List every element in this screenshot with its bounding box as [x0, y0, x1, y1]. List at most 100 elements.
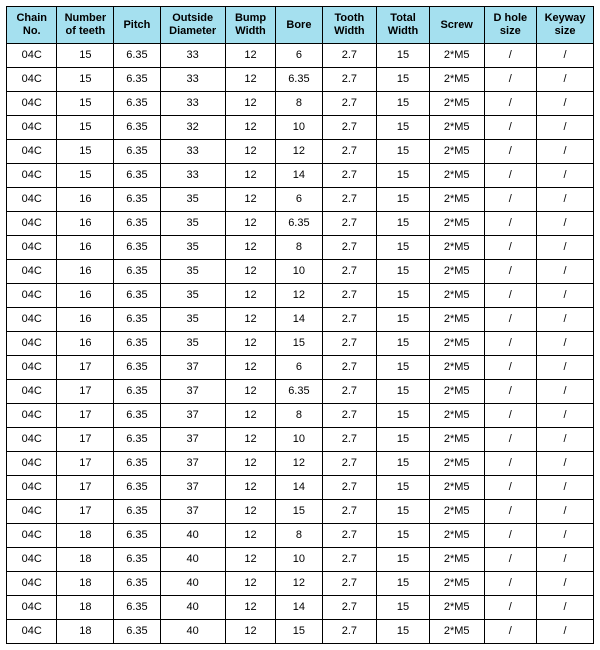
table-cell: 6.35 — [276, 68, 322, 92]
table-cell: / — [537, 356, 594, 380]
table-cell: / — [484, 380, 537, 404]
table-cell: / — [484, 44, 537, 68]
table-cell: 33 — [160, 44, 225, 68]
table-cell: 12 — [225, 380, 275, 404]
table-cell: 6.35 — [114, 92, 160, 116]
table-cell: 04C — [7, 428, 57, 452]
table-cell: / — [537, 428, 594, 452]
table-cell: 04C — [7, 476, 57, 500]
table-cell: 15 — [377, 548, 430, 572]
table-cell: 2*M5 — [429, 92, 484, 116]
table-cell: 2.7 — [322, 596, 377, 620]
table-cell: 6.35 — [114, 68, 160, 92]
table-row: 04C156.3533126.352.7152*M5// — [7, 68, 594, 92]
table-cell: 04C — [7, 404, 57, 428]
table-cell: 12 — [225, 284, 275, 308]
table-cell: 15 — [276, 500, 322, 524]
table-cell: 35 — [160, 308, 225, 332]
table-cell: / — [537, 164, 594, 188]
table-cell: 2.7 — [322, 260, 377, 284]
table-cell: 15 — [57, 68, 114, 92]
table-cell: 2.7 — [322, 356, 377, 380]
table-cell: 12 — [225, 404, 275, 428]
table-cell: 15 — [377, 236, 430, 260]
table-cell: 12 — [225, 428, 275, 452]
table-cell: 12 — [225, 356, 275, 380]
table-cell: 15 — [377, 92, 430, 116]
table-cell: 17 — [57, 500, 114, 524]
table-cell: 40 — [160, 620, 225, 644]
table-cell: 10 — [276, 548, 322, 572]
table-cell: 15 — [377, 452, 430, 476]
table-cell: 10 — [276, 260, 322, 284]
table-cell: 04C — [7, 572, 57, 596]
table-cell: 15 — [377, 44, 430, 68]
table-cell: 15 — [377, 212, 430, 236]
table-cell: / — [484, 572, 537, 596]
table-cell: 12 — [276, 284, 322, 308]
table-cell: 2*M5 — [429, 356, 484, 380]
table-cell: / — [537, 332, 594, 356]
table-cell: 2.7 — [322, 68, 377, 92]
table-row: 04C166.353512142.7152*M5// — [7, 308, 594, 332]
table-cell: 6.35 — [114, 140, 160, 164]
table-cell: 04C — [7, 260, 57, 284]
table-cell: 6.35 — [276, 212, 322, 236]
table-cell: 35 — [160, 236, 225, 260]
table-cell: / — [484, 68, 537, 92]
table-cell: 17 — [57, 476, 114, 500]
table-header-row: ChainNo.Numberof teethPitchOutsideDiamet… — [7, 7, 594, 44]
table-cell: 2.7 — [322, 164, 377, 188]
table-cell: 6.35 — [114, 164, 160, 188]
table-cell: 17 — [57, 452, 114, 476]
table-cell: 15 — [276, 332, 322, 356]
table-cell: 2.7 — [322, 332, 377, 356]
col-header: ToothWidth — [322, 7, 377, 44]
table-cell: 12 — [276, 140, 322, 164]
table-cell: 15 — [377, 116, 430, 140]
table-cell: 2.7 — [322, 500, 377, 524]
table-cell: 2.7 — [322, 140, 377, 164]
col-header: TotalWidth — [377, 7, 430, 44]
table-cell: 15 — [377, 572, 430, 596]
table-cell: 8 — [276, 404, 322, 428]
table-cell: 37 — [160, 380, 225, 404]
table-cell: 6.35 — [114, 44, 160, 68]
table-cell: 14 — [276, 164, 322, 188]
table-cell: / — [484, 140, 537, 164]
table-cell: 12 — [225, 116, 275, 140]
table-cell: 6.35 — [114, 524, 160, 548]
table-cell: / — [484, 308, 537, 332]
table-cell: 15 — [377, 308, 430, 332]
table-cell: 12 — [225, 44, 275, 68]
table-cell: 2*M5 — [429, 452, 484, 476]
table-body: 04C156.35331262.7152*M5//04C156.3533126.… — [7, 44, 594, 644]
table-cell: / — [484, 452, 537, 476]
table-cell: 04C — [7, 212, 57, 236]
table-cell: 15 — [377, 404, 430, 428]
table-cell: 12 — [225, 572, 275, 596]
table-cell: 15 — [377, 524, 430, 548]
table-row: 04C176.35371262.7152*M5// — [7, 356, 594, 380]
spec-table: ChainNo.Numberof teethPitchOutsideDiamet… — [6, 6, 594, 644]
table-cell: 04C — [7, 380, 57, 404]
table-cell: 8 — [276, 236, 322, 260]
table-cell: 6.35 — [114, 596, 160, 620]
table-cell: 2.7 — [322, 212, 377, 236]
table-cell: 15 — [377, 164, 430, 188]
table-cell: 37 — [160, 500, 225, 524]
table-row: 04C166.35351282.7152*M5// — [7, 236, 594, 260]
table-row: 04C166.353512122.7152*M5// — [7, 284, 594, 308]
table-cell: / — [484, 548, 537, 572]
table-cell: 15 — [57, 140, 114, 164]
table-row: 04C176.353712142.7152*M5// — [7, 476, 594, 500]
table-cell: 2.7 — [322, 620, 377, 644]
table-cell: 2*M5 — [429, 620, 484, 644]
table-cell: 04C — [7, 236, 57, 260]
col-header: Screw — [429, 7, 484, 44]
table-cell: / — [537, 68, 594, 92]
table-cell: / — [537, 44, 594, 68]
table-cell: 2*M5 — [429, 548, 484, 572]
col-header: BumpWidth — [225, 7, 275, 44]
table-cell: 04C — [7, 92, 57, 116]
